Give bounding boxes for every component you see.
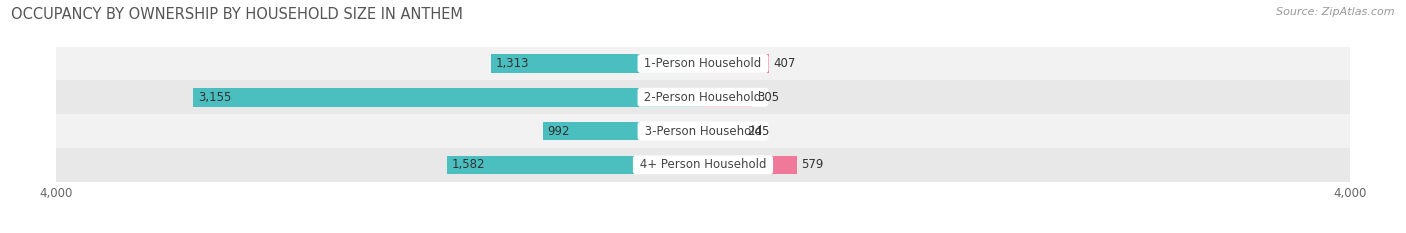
Bar (193, 88, 703, 106)
Text: 579: 579 (801, 158, 824, 171)
Bar (56, 114, 1350, 148)
Text: 4+ Person Household: 4+ Person Household (636, 158, 770, 171)
Bar (447, 156, 703, 174)
Text: 1-Person Household: 1-Person Household (641, 57, 765, 70)
Text: 992: 992 (547, 125, 569, 137)
Bar (703, 88, 752, 106)
Text: 3,155: 3,155 (198, 91, 231, 104)
Bar (703, 156, 797, 174)
Text: 245: 245 (748, 125, 770, 137)
Bar (703, 122, 742, 140)
Bar (56, 47, 1350, 80)
Text: 1,313: 1,313 (495, 57, 529, 70)
Bar (56, 148, 1350, 182)
Text: Source: ZipAtlas.com: Source: ZipAtlas.com (1277, 7, 1395, 17)
Text: 2-Person Household: 2-Person Household (641, 91, 765, 104)
Text: 1,582: 1,582 (453, 158, 485, 171)
Text: OCCUPANCY BY OWNERSHIP BY HOUSEHOLD SIZE IN ANTHEM: OCCUPANCY BY OWNERSHIP BY HOUSEHOLD SIZE… (11, 7, 463, 22)
Text: 3-Person Household: 3-Person Household (641, 125, 765, 137)
Text: 407: 407 (773, 57, 796, 70)
Bar (703, 54, 769, 73)
Bar (491, 54, 703, 73)
Bar (543, 122, 703, 140)
Text: 305: 305 (758, 91, 779, 104)
Bar (56, 80, 1350, 114)
